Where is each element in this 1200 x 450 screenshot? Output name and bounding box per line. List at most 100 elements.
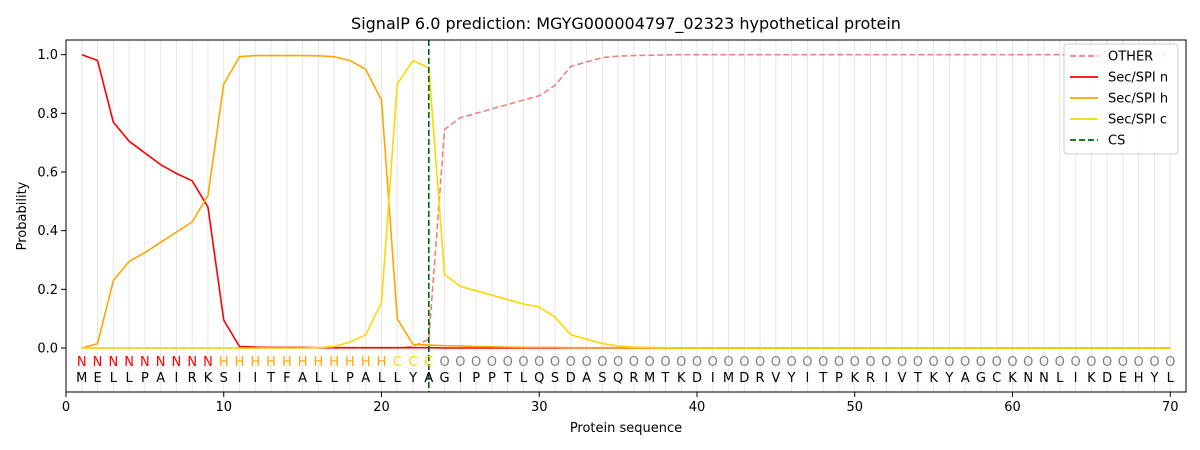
region-label: H xyxy=(235,355,245,370)
region-label: O xyxy=(1007,355,1017,370)
region-label: O xyxy=(992,355,1002,370)
y-tick-label: 0.6 xyxy=(37,166,58,181)
region-label: O xyxy=(723,355,733,370)
legend-label: Sec/SPI c xyxy=(1108,113,1167,128)
residue-letter: N xyxy=(1039,371,1049,386)
region-label: O xyxy=(976,355,986,370)
region-label: O xyxy=(566,355,576,370)
region-label: H xyxy=(314,355,324,370)
residue-letter: V xyxy=(898,371,907,386)
x-tick-label: 0 xyxy=(62,400,70,415)
residue-letter: P xyxy=(141,371,149,386)
region-label: O xyxy=(787,355,797,370)
region-label: O xyxy=(487,355,497,370)
residue-letter: K xyxy=(1087,371,1096,386)
region-label: O xyxy=(629,355,639,370)
residue-letter: Q xyxy=(534,371,544,386)
region-label: C xyxy=(424,355,433,370)
y-tick-label: 0.2 xyxy=(37,283,58,298)
sequence-annotations: NMNENLNLNPNANINRNKHSHIHIHTHFHAHLHLHPHAHL… xyxy=(76,355,1175,386)
y-axis-title: Probability xyxy=(15,181,30,250)
residue-letter: Y xyxy=(787,371,796,386)
x-tick-label: 70 xyxy=(1162,400,1179,415)
residue-letter: S xyxy=(551,371,559,386)
residue-letter: S xyxy=(220,371,228,386)
residue-letter: T xyxy=(818,371,827,386)
region-label: H xyxy=(250,355,260,370)
series-line-sec-spi-c xyxy=(81,59,1171,349)
region-label: O xyxy=(676,355,686,370)
residue-letter: K xyxy=(850,371,859,386)
residue-letter: L xyxy=(110,371,118,386)
region-label: O xyxy=(850,355,860,370)
residue-letter: A xyxy=(156,371,165,386)
residue-letter: L xyxy=(315,371,323,386)
residue-letter: I xyxy=(238,371,242,386)
series-lines xyxy=(81,40,1171,392)
residue-letter: L xyxy=(1056,371,1064,386)
region-label: C xyxy=(393,355,402,370)
region-label: O xyxy=(897,355,907,370)
y-tick-label: 0.0 xyxy=(37,342,58,357)
residue-letter: I xyxy=(175,371,179,386)
region-label: O xyxy=(581,355,591,370)
y-tick-label: 0.4 xyxy=(37,224,58,239)
region-label: O xyxy=(550,355,560,370)
residue-letter: Y xyxy=(944,371,953,386)
residue-letter: P xyxy=(472,371,480,386)
legend-label: Sec/SPI h xyxy=(1108,92,1168,107)
residue-letter: F xyxy=(283,371,290,386)
residue-letter: T xyxy=(660,371,669,386)
residue-letter: G xyxy=(440,371,450,386)
residue-letter: P xyxy=(835,371,843,386)
region-label: H xyxy=(266,355,276,370)
x-tick-label: 20 xyxy=(373,400,390,415)
residue-letter: N xyxy=(1023,371,1033,386)
residue-letter: E xyxy=(1119,371,1127,386)
y-tick-label: 1.0 xyxy=(37,48,58,63)
residue-letter: R xyxy=(866,371,875,386)
residue-letter: C xyxy=(992,371,1001,386)
x-tick-label: 40 xyxy=(689,400,706,415)
x-tick-label: 60 xyxy=(1004,400,1021,415)
residue-letter: K xyxy=(1008,371,1017,386)
region-label: O xyxy=(503,355,513,370)
region-label: H xyxy=(377,355,387,370)
residue-letter: S xyxy=(598,371,606,386)
region-label: O xyxy=(455,355,465,370)
residue-letter: T xyxy=(503,371,512,386)
legend-box xyxy=(1063,43,1179,155)
region-label: O xyxy=(471,355,481,370)
residue-letter: K xyxy=(204,371,213,386)
residue-letter: D xyxy=(692,371,702,386)
residue-letter: H xyxy=(1134,371,1144,386)
region-label: N xyxy=(124,355,134,370)
region-label: O xyxy=(755,355,765,370)
region-label: O xyxy=(944,355,954,370)
residue-letter: V xyxy=(771,371,780,386)
plot-frame xyxy=(65,39,1187,393)
region-label: O xyxy=(1102,355,1112,370)
series-line-sec-spi-n xyxy=(81,53,1171,349)
region-label: O xyxy=(1070,355,1080,370)
residue-letter: R xyxy=(756,371,765,386)
region-label: O xyxy=(818,355,828,370)
residue-letter: T xyxy=(913,371,922,386)
residue-letter: A xyxy=(961,371,970,386)
residue-letter: I xyxy=(458,371,462,386)
x-tick-label: 50 xyxy=(846,400,863,415)
x-tick-label: 30 xyxy=(531,400,548,415)
residue-letter: K xyxy=(677,371,686,386)
region-label: H xyxy=(345,355,355,370)
region-label: H xyxy=(298,355,308,370)
region-label: N xyxy=(203,355,213,370)
residue-letter: L xyxy=(1167,371,1175,386)
region-label: O xyxy=(1118,355,1128,370)
legend: OTHER Sec/SPI n Sec/SPI h Sec/SPI c CS xyxy=(1063,43,1179,155)
region-label: H xyxy=(329,355,339,370)
region-label: O xyxy=(960,355,970,370)
residue-letter: I xyxy=(253,371,257,386)
region-label: O xyxy=(613,355,623,370)
region-label: N xyxy=(77,355,87,370)
